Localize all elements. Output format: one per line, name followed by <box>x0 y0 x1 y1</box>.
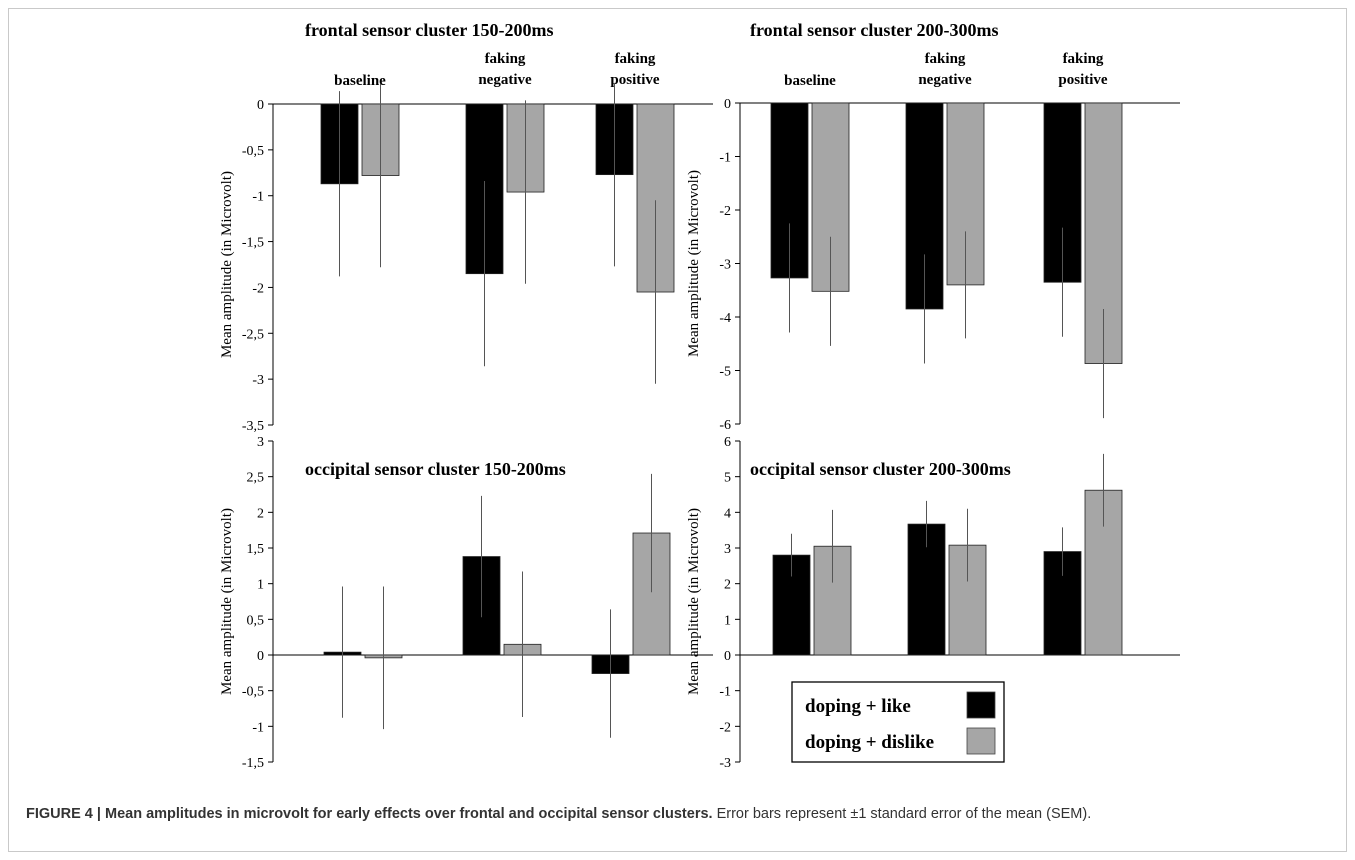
y-tick-label: -1 <box>719 151 731 166</box>
chart-panel-1: 0 -0,5 -1 -1,5 -2 -2,5 -3 -3,5 Mean amplitude (i… <box>219 20 713 434</box>
y-tick-label: 1 <box>257 578 264 593</box>
group-label: baseline <box>334 73 386 89</box>
group-label: faking <box>615 51 656 67</box>
chart-panel-3: 3 2,5 2 1,5 1 0,5 0 -0,5 -1 -1,5 Mean amplitude (i… <box>219 435 713 771</box>
figure-frame <box>8 8 1347 852</box>
figure-charts: 0 -0,5 -1 -1,5 -2 -2,5 -3 -3,5 Mean amplitude (i… <box>219 20 1180 771</box>
y-axis-label: Mean amplitude (in Microvolt) <box>686 170 702 357</box>
y-tick-label: 5 <box>724 471 731 486</box>
y-tick-label: -1 <box>719 685 731 700</box>
caption-bold: FIGURE 4 | Mean amplitudes in microvolt … <box>26 806 713 822</box>
y-tick-label: 1,5 <box>247 542 265 557</box>
legend-label: doping + dislike <box>805 732 934 753</box>
y-tick-label: -2 <box>252 281 264 296</box>
y-axis-label: Mean amplitude (in Microvolt) <box>686 508 702 695</box>
y-tick-label: -6 <box>719 418 731 433</box>
y-tick-label: -2,5 <box>242 327 264 342</box>
group-label: negative <box>918 72 972 88</box>
chart-title: frontal sensor cluster 200-300ms <box>750 20 998 40</box>
y-tick-label: 0 <box>724 649 731 664</box>
y-tick-label: -1 <box>252 720 264 735</box>
group-label: faking <box>925 51 966 67</box>
y-tick-label: -3 <box>252 373 264 388</box>
y-tick-label: -4 <box>719 311 731 326</box>
y-tick-label: 1 <box>724 613 731 628</box>
y-tick-label: 2 <box>257 506 264 521</box>
group-label: negative <box>478 72 532 88</box>
group-label: positive <box>610 72 660 88</box>
group-label: faking <box>1063 51 1104 67</box>
legend-label: doping + like <box>805 696 911 717</box>
y-tick-label: 3 <box>724 542 731 557</box>
y-tick-label: 0,5 <box>247 613 265 628</box>
y-axis-label: Mean amplitude (in Microvolt) <box>219 171 235 358</box>
group-label: positive <box>1058 72 1108 88</box>
legend-swatch <box>966 727 996 755</box>
y-tick-label: -3 <box>719 756 731 771</box>
y-tick-label: -1,5 <box>242 756 264 771</box>
y-tick-label: 0 <box>257 98 264 113</box>
chart-panel-4: 6 5 4 3 2 1 0 -1 -2 -3 Mean amplitude (in Microvol… <box>686 435 1180 771</box>
legend-swatch <box>966 691 996 719</box>
chart-title: frontal sensor cluster 150-200ms <box>305 20 553 40</box>
y-tick-label: -3,5 <box>242 419 264 434</box>
y-tick-label: 2,5 <box>247 471 265 486</box>
group-label: baseline <box>784 73 836 89</box>
y-tick-label: -0,5 <box>242 685 264 700</box>
y-tick-label: 6 <box>724 435 731 450</box>
chart-title: occipital sensor cluster 200-300ms <box>750 459 1011 479</box>
figure-caption: FIGURE 4 | Mean amplitudes in microvolt … <box>26 804 1326 824</box>
y-axis-label: Mean amplitude (in Microvolt) <box>219 508 235 695</box>
y-tick-label: -0,5 <box>242 144 264 159</box>
y-tick-label: -5 <box>719 365 731 380</box>
y-tick-label: -2 <box>719 204 731 219</box>
y-tick-label: -2 <box>719 720 731 735</box>
caption-text: Error bars represent ±1 standard error o… <box>712 806 1092 822</box>
chart-title: occipital sensor cluster 150-200ms <box>305 459 566 479</box>
y-tick-label: -1 <box>252 190 264 205</box>
y-tick-label: 0 <box>724 97 731 112</box>
group-label: faking <box>485 51 526 67</box>
chart-panel-2: 0 -1 -2 -3 -4 -5 -6 Mean amplitude (in Microvol… <box>686 20 1180 433</box>
y-tick-label: 4 <box>724 506 731 521</box>
y-tick-label: 3 <box>257 435 264 450</box>
y-tick-label: -1,5 <box>242 236 264 251</box>
y-tick-label: 2 <box>724 578 731 593</box>
y-tick-label: -3 <box>719 258 731 273</box>
legend: doping + like doping + dislike <box>791 681 1005 763</box>
y-tick-label: 0 <box>257 649 264 664</box>
